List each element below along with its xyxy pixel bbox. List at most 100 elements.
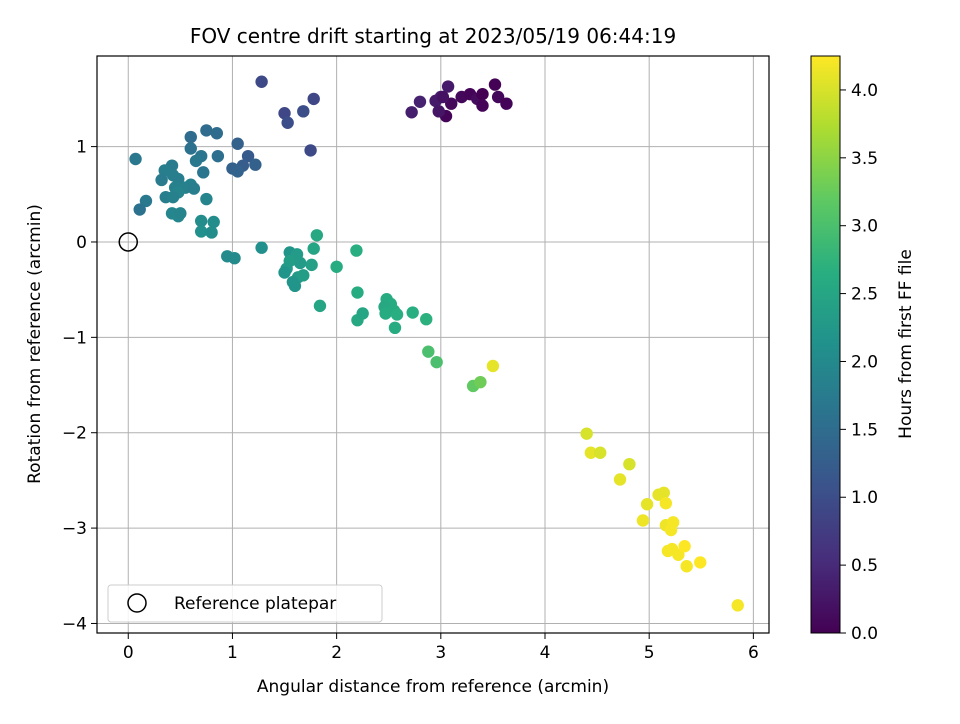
data-point <box>184 130 197 144</box>
data-point <box>200 192 213 206</box>
data-point <box>613 473 627 486</box>
data-point <box>197 166 210 179</box>
data-point <box>694 556 707 569</box>
data-point <box>297 105 310 118</box>
data-point <box>228 251 241 265</box>
data-point <box>313 299 327 313</box>
data-point <box>491 90 505 104</box>
y-tick-label: −3 <box>62 519 87 539</box>
colorbar-tick-label: 2.0 <box>851 352 878 372</box>
chart-title: FOV centre drift starting at 2023/05/19 … <box>190 24 676 48</box>
data-point <box>139 194 153 208</box>
legend-box <box>107 584 383 623</box>
data-point <box>184 142 197 155</box>
data-point <box>422 345 435 358</box>
colorbar-frame <box>810 55 841 634</box>
colorbar-tick-label: 3.0 <box>851 217 878 237</box>
data-point <box>640 498 654 511</box>
data-point <box>310 229 324 242</box>
data-point <box>388 321 402 335</box>
data-point <box>678 540 691 553</box>
data-point <box>288 279 302 293</box>
x-axis-label: Angular distance from reference (arcmin) <box>257 677 609 697</box>
reference-point-marker <box>118 232 139 252</box>
data-point <box>307 92 320 106</box>
data-point <box>293 256 307 270</box>
data-point <box>350 244 363 257</box>
data-point <box>390 308 404 321</box>
grid-layer <box>97 56 769 633</box>
data-point <box>211 149 225 163</box>
data-point <box>405 106 418 119</box>
colorbar-tick-label: 3.5 <box>851 149 878 169</box>
data-point <box>666 516 680 529</box>
data-point <box>241 149 255 163</box>
x-tick-label: 2 <box>331 643 342 663</box>
data-point <box>129 152 142 166</box>
colorbar-tick-label: 0.0 <box>851 624 878 644</box>
y-tick-label: 1 <box>76 138 87 158</box>
data-point <box>636 514 650 527</box>
data-point <box>680 560 693 573</box>
data-point <box>436 90 450 104</box>
x-tick-label: 1 <box>227 643 238 663</box>
data-point <box>330 260 343 273</box>
legend: Reference platepar <box>107 584 383 623</box>
data-point <box>231 165 244 178</box>
colorbar-tick-label: 1.0 <box>851 488 878 508</box>
colorbar-tick-label: 2.5 <box>851 285 878 305</box>
colorbar: 0.0 0.5 1.0 1.5 2.0 2.5 3.0 3.5 4.0 Hours from f… <box>810 55 916 644</box>
data-point <box>351 286 364 299</box>
points-layer <box>129 75 744 612</box>
data-point <box>307 242 320 255</box>
data-point <box>133 203 146 216</box>
data-point <box>500 97 513 110</box>
data-point <box>406 306 419 319</box>
x-tick-label: 5 <box>644 643 655 663</box>
data-point <box>594 446 607 459</box>
data-point <box>231 137 244 150</box>
data-point <box>278 266 291 279</box>
y-tick-label: −4 <box>62 614 87 634</box>
x-tick-label: 6 <box>748 643 759 663</box>
data-point <box>486 359 500 373</box>
colorbar-ticks: 0.0 0.5 1.0 1.5 2.0 2.5 3.0 3.5 4.0 <box>840 81 878 644</box>
data-point <box>281 116 294 129</box>
data-point <box>580 427 593 440</box>
data-point <box>441 80 455 93</box>
data-point <box>430 355 443 369</box>
data-point <box>255 75 268 88</box>
legend-label: Reference platepar <box>174 594 336 614</box>
y-tick-label: −1 <box>62 328 87 348</box>
data-point <box>194 225 208 238</box>
data-point <box>305 258 318 272</box>
colorbar-tick-label: 1.5 <box>851 420 878 440</box>
data-point <box>657 486 670 500</box>
data-point <box>174 207 187 220</box>
data-point <box>166 190 180 204</box>
data-point <box>304 144 317 157</box>
data-point <box>255 241 268 254</box>
legend-marker <box>127 593 147 613</box>
data-point <box>445 97 458 110</box>
data-point <box>155 173 168 187</box>
plot-frame <box>96 55 770 634</box>
colorbar-label: Hours from first FF file <box>896 249 916 439</box>
x-tick-label: 0 <box>123 643 134 663</box>
data-point <box>420 313 433 326</box>
data-point <box>187 182 201 195</box>
data-point <box>297 269 310 282</box>
data-point <box>189 154 203 168</box>
y-tick-label: 0 <box>76 233 87 253</box>
data-point <box>210 127 224 140</box>
data-point <box>413 95 427 108</box>
colorbar-tick-label: 0.5 <box>851 556 878 576</box>
y-tick-label: −2 <box>62 424 87 444</box>
data-point <box>249 158 262 171</box>
data-point <box>584 446 598 459</box>
data-point <box>476 99 489 112</box>
data-point <box>488 78 502 91</box>
x-tick-label: 4 <box>540 643 551 663</box>
data-point <box>474 375 487 389</box>
